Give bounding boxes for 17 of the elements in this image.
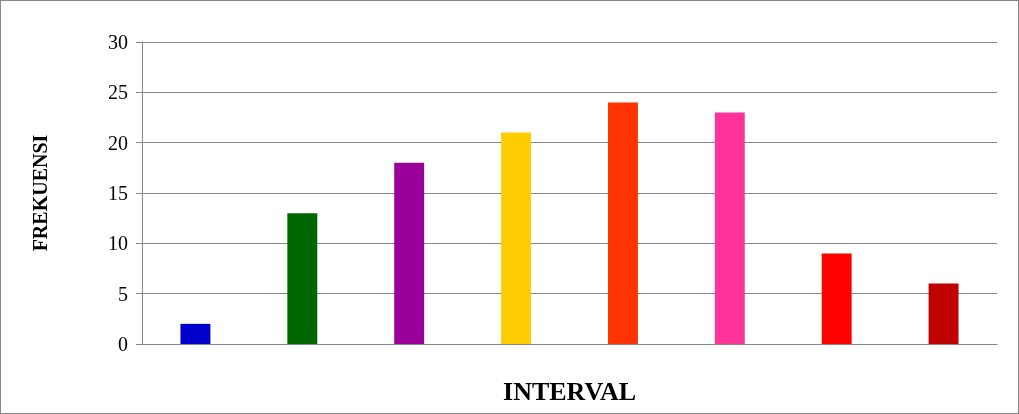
bar bbox=[180, 323, 211, 344]
y-tick-label: 20 bbox=[108, 131, 128, 154]
bar bbox=[394, 162, 425, 344]
bar bbox=[607, 102, 638, 344]
y-tick-label: 0 bbox=[118, 333, 128, 355]
y-tick-label: 30 bbox=[108, 31, 128, 53]
bar bbox=[714, 112, 745, 344]
bar bbox=[501, 132, 532, 344]
y-axis-title: FREKUENSI bbox=[29, 134, 51, 252]
y-tick-label: 5 bbox=[118, 282, 128, 305]
bar bbox=[287, 213, 318, 344]
y-tick-label: 10 bbox=[108, 232, 128, 255]
bar bbox=[821, 253, 852, 344]
y-tick-label: 15 bbox=[108, 182, 128, 204]
bar bbox=[928, 283, 959, 344]
y-tick-label: 25 bbox=[108, 81, 128, 104]
x-axis-title: INTERVAL bbox=[503, 376, 636, 406]
